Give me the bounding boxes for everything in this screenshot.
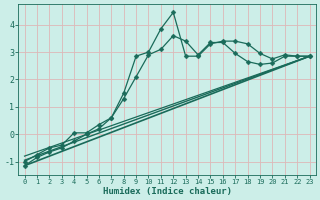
X-axis label: Humidex (Indice chaleur): Humidex (Indice chaleur)	[103, 187, 232, 196]
